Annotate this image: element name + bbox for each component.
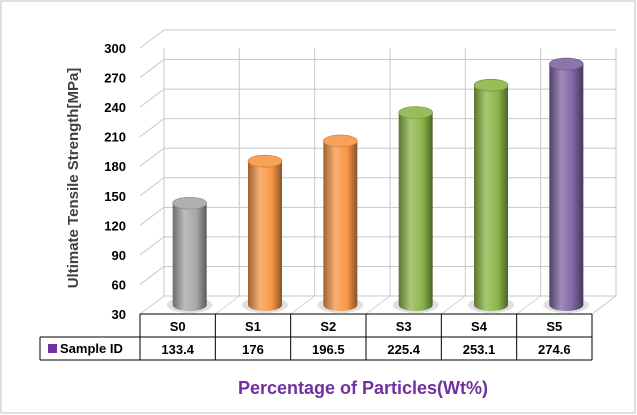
category-label: S1 (245, 319, 261, 334)
side-gridline (139, 29, 165, 49)
bar-top (172, 196, 207, 210)
floor-divider (139, 295, 165, 315)
side-gridline (139, 177, 165, 197)
bar-S5 (543, 57, 590, 313)
bar-top (323, 134, 358, 148)
y-tick-label: 90 (112, 248, 126, 263)
legend-label: Sample ID (60, 341, 123, 356)
bar-layer (166, 57, 590, 313)
category-label: S3 (396, 319, 412, 334)
legend-marker (48, 344, 57, 353)
y-tick-label: 60 (112, 277, 126, 292)
bar-top (549, 57, 584, 71)
y-tick-label: 300 (104, 41, 126, 56)
side-gridline (139, 236, 165, 256)
side-gridline (139, 266, 165, 285)
y-tick-label: 150 (104, 189, 126, 204)
floor-divider (290, 295, 315, 315)
bar-S1 (242, 154, 288, 313)
y-tick-label: 210 (104, 130, 126, 145)
data-table: S0 S1 S2 S3 S4 S5 Sample ID 133.4 176 196.5 225.4 2… (39, 313, 593, 361)
value-label: 253.1 (463, 342, 496, 357)
side-gridline (139, 118, 165, 138)
grid-layer (139, 29, 617, 315)
value-label: 274.6 (538, 342, 571, 357)
bar-S3 (392, 106, 439, 313)
bar-body (398, 112, 433, 311)
value-label: 225.4 (387, 342, 420, 357)
y-tick-label: 270 (104, 71, 126, 86)
floor-divider (215, 295, 240, 315)
floor-divider (365, 295, 391, 315)
value-label: 196.5 (312, 342, 345, 357)
y-tick-label: 30 (112, 307, 126, 322)
x-axis-title: Percentage of Particles(Wt%) (238, 378, 488, 398)
side-gridline (139, 147, 165, 167)
category-label: S0 (170, 319, 186, 334)
y-tick-label: 240 (104, 100, 126, 115)
category-label: S4 (471, 319, 488, 334)
floor-divider (516, 295, 541, 315)
bar-S0 (166, 196, 213, 313)
y-tick-label: 180 (104, 159, 126, 174)
floor-divider (591, 295, 617, 315)
side-gridline (139, 88, 165, 108)
bar-body (323, 140, 358, 311)
y-axis-title: Ultimate Tensile Strength[MPa] (65, 68, 82, 289)
value-label: 133.4 (161, 342, 194, 357)
bar-top (247, 154, 283, 168)
bar-body (172, 203, 207, 311)
side-gridline (139, 206, 165, 226)
bar-body (549, 64, 584, 311)
side-gridline (139, 59, 165, 78)
floor-divider (441, 295, 466, 315)
category-label: S5 (546, 319, 562, 334)
bar-body (474, 85, 508, 311)
bar-body (248, 161, 282, 311)
y-tick-label: 120 (104, 218, 126, 233)
bar-top (398, 106, 433, 119)
value-label: 176 (242, 342, 264, 357)
bar-S2 (317, 134, 364, 313)
bar-S4 (468, 78, 514, 313)
bar-top (473, 78, 509, 92)
category-label: S2 (320, 319, 336, 334)
y-axis-ticks: 30 60 90 120 150 180 210 240 270 300 (104, 41, 126, 322)
